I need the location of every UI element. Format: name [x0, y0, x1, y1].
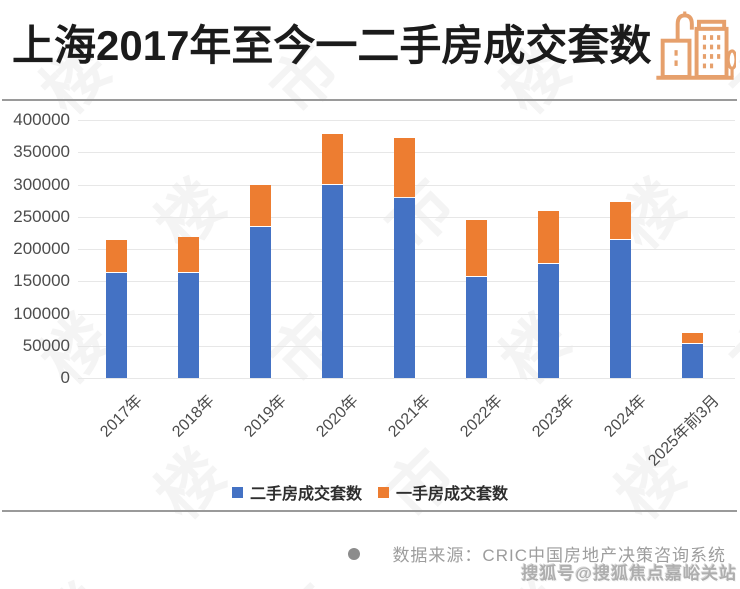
bar-segment-secondhand: [105, 272, 127, 378]
buildings-icon: [654, 6, 738, 93]
x-tick-label: 2021年: [385, 392, 435, 441]
bar-segment-secondhand: [393, 198, 415, 378]
panel-top-border: [2, 99, 737, 101]
gridline: [78, 378, 735, 379]
x-tick-label: 2020年: [313, 392, 363, 441]
x-tick-label: 2022年: [457, 392, 507, 441]
x-tick-label: 2024年: [601, 392, 651, 441]
legend-label: 一手房成交套数: [396, 486, 509, 503]
y-tick-label: 250000: [13, 206, 70, 226]
chart-legend: 二手房成交套数 一手房成交套数: [0, 480, 740, 504]
bar-segment-secondhand: [537, 263, 559, 378]
x-tick-label: 2018年: [169, 392, 219, 441]
x-tick-label: 2019年: [241, 392, 291, 441]
bar-segment-secondhand: [177, 272, 199, 378]
legend-item: 一手房成交套数: [378, 480, 508, 504]
bar-segment-secondhand: [321, 185, 343, 378]
bar-segment-newhome: [105, 240, 127, 272]
bar-segment-secondhand: [465, 277, 487, 378]
bar-segment-newhome: [681, 333, 703, 343]
data-source-row: 数据来源：CRIC中国房地产决策咨询系统: [348, 541, 726, 566]
y-tick-label: 200000: [13, 239, 70, 258]
bar-segment-secondhand: [609, 239, 631, 378]
legend-swatch-icon: [231, 486, 243, 498]
bar-segment-newhome: [177, 237, 199, 272]
sohu-account-watermark: 搜狐号@搜狐焦点嘉峪关站: [521, 564, 737, 583]
legend-swatch-icon: [378, 486, 389, 498]
y-tick-label: 350000: [13, 142, 70, 162]
bar-segment-secondhand: [249, 227, 271, 378]
y-tick-label: 50000: [22, 335, 70, 355]
bar-segment-secondhand: [681, 343, 703, 378]
gridline: [78, 120, 735, 121]
panel-bottom-border: [2, 510, 737, 512]
bar-segment-newhome: [393, 137, 415, 198]
y-tick-label: 100000: [13, 303, 70, 323]
y-tick-label: 150000: [13, 271, 70, 291]
bar-segment-newhome: [249, 184, 271, 227]
y-tick-label: 300000: [13, 174, 70, 194]
bar-segment-newhome: [609, 202, 631, 239]
legend-item: 二手房成交套数: [231, 480, 362, 504]
data-source-text: 数据来源：CRIC中国房地产决策咨询系统: [392, 546, 726, 565]
y-tick-label: 0: [60, 368, 70, 387]
x-tick-label: 2017年: [97, 392, 147, 441]
bar-segment-newhome: [537, 210, 559, 263]
bar-segment-newhome: [321, 133, 343, 185]
legend-label: 二手房成交套数: [249, 486, 362, 503]
y-tick-label: 400000: [13, 110, 70, 129]
page-title: 上海2017年至今一二手房成交套数: [12, 22, 652, 69]
bar-segment-newhome: [465, 219, 487, 277]
x-tick-label: 2025年前3月: [644, 392, 723, 470]
x-tick-label: 2023年: [529, 392, 579, 441]
bullet-dot-icon: [348, 547, 361, 560]
